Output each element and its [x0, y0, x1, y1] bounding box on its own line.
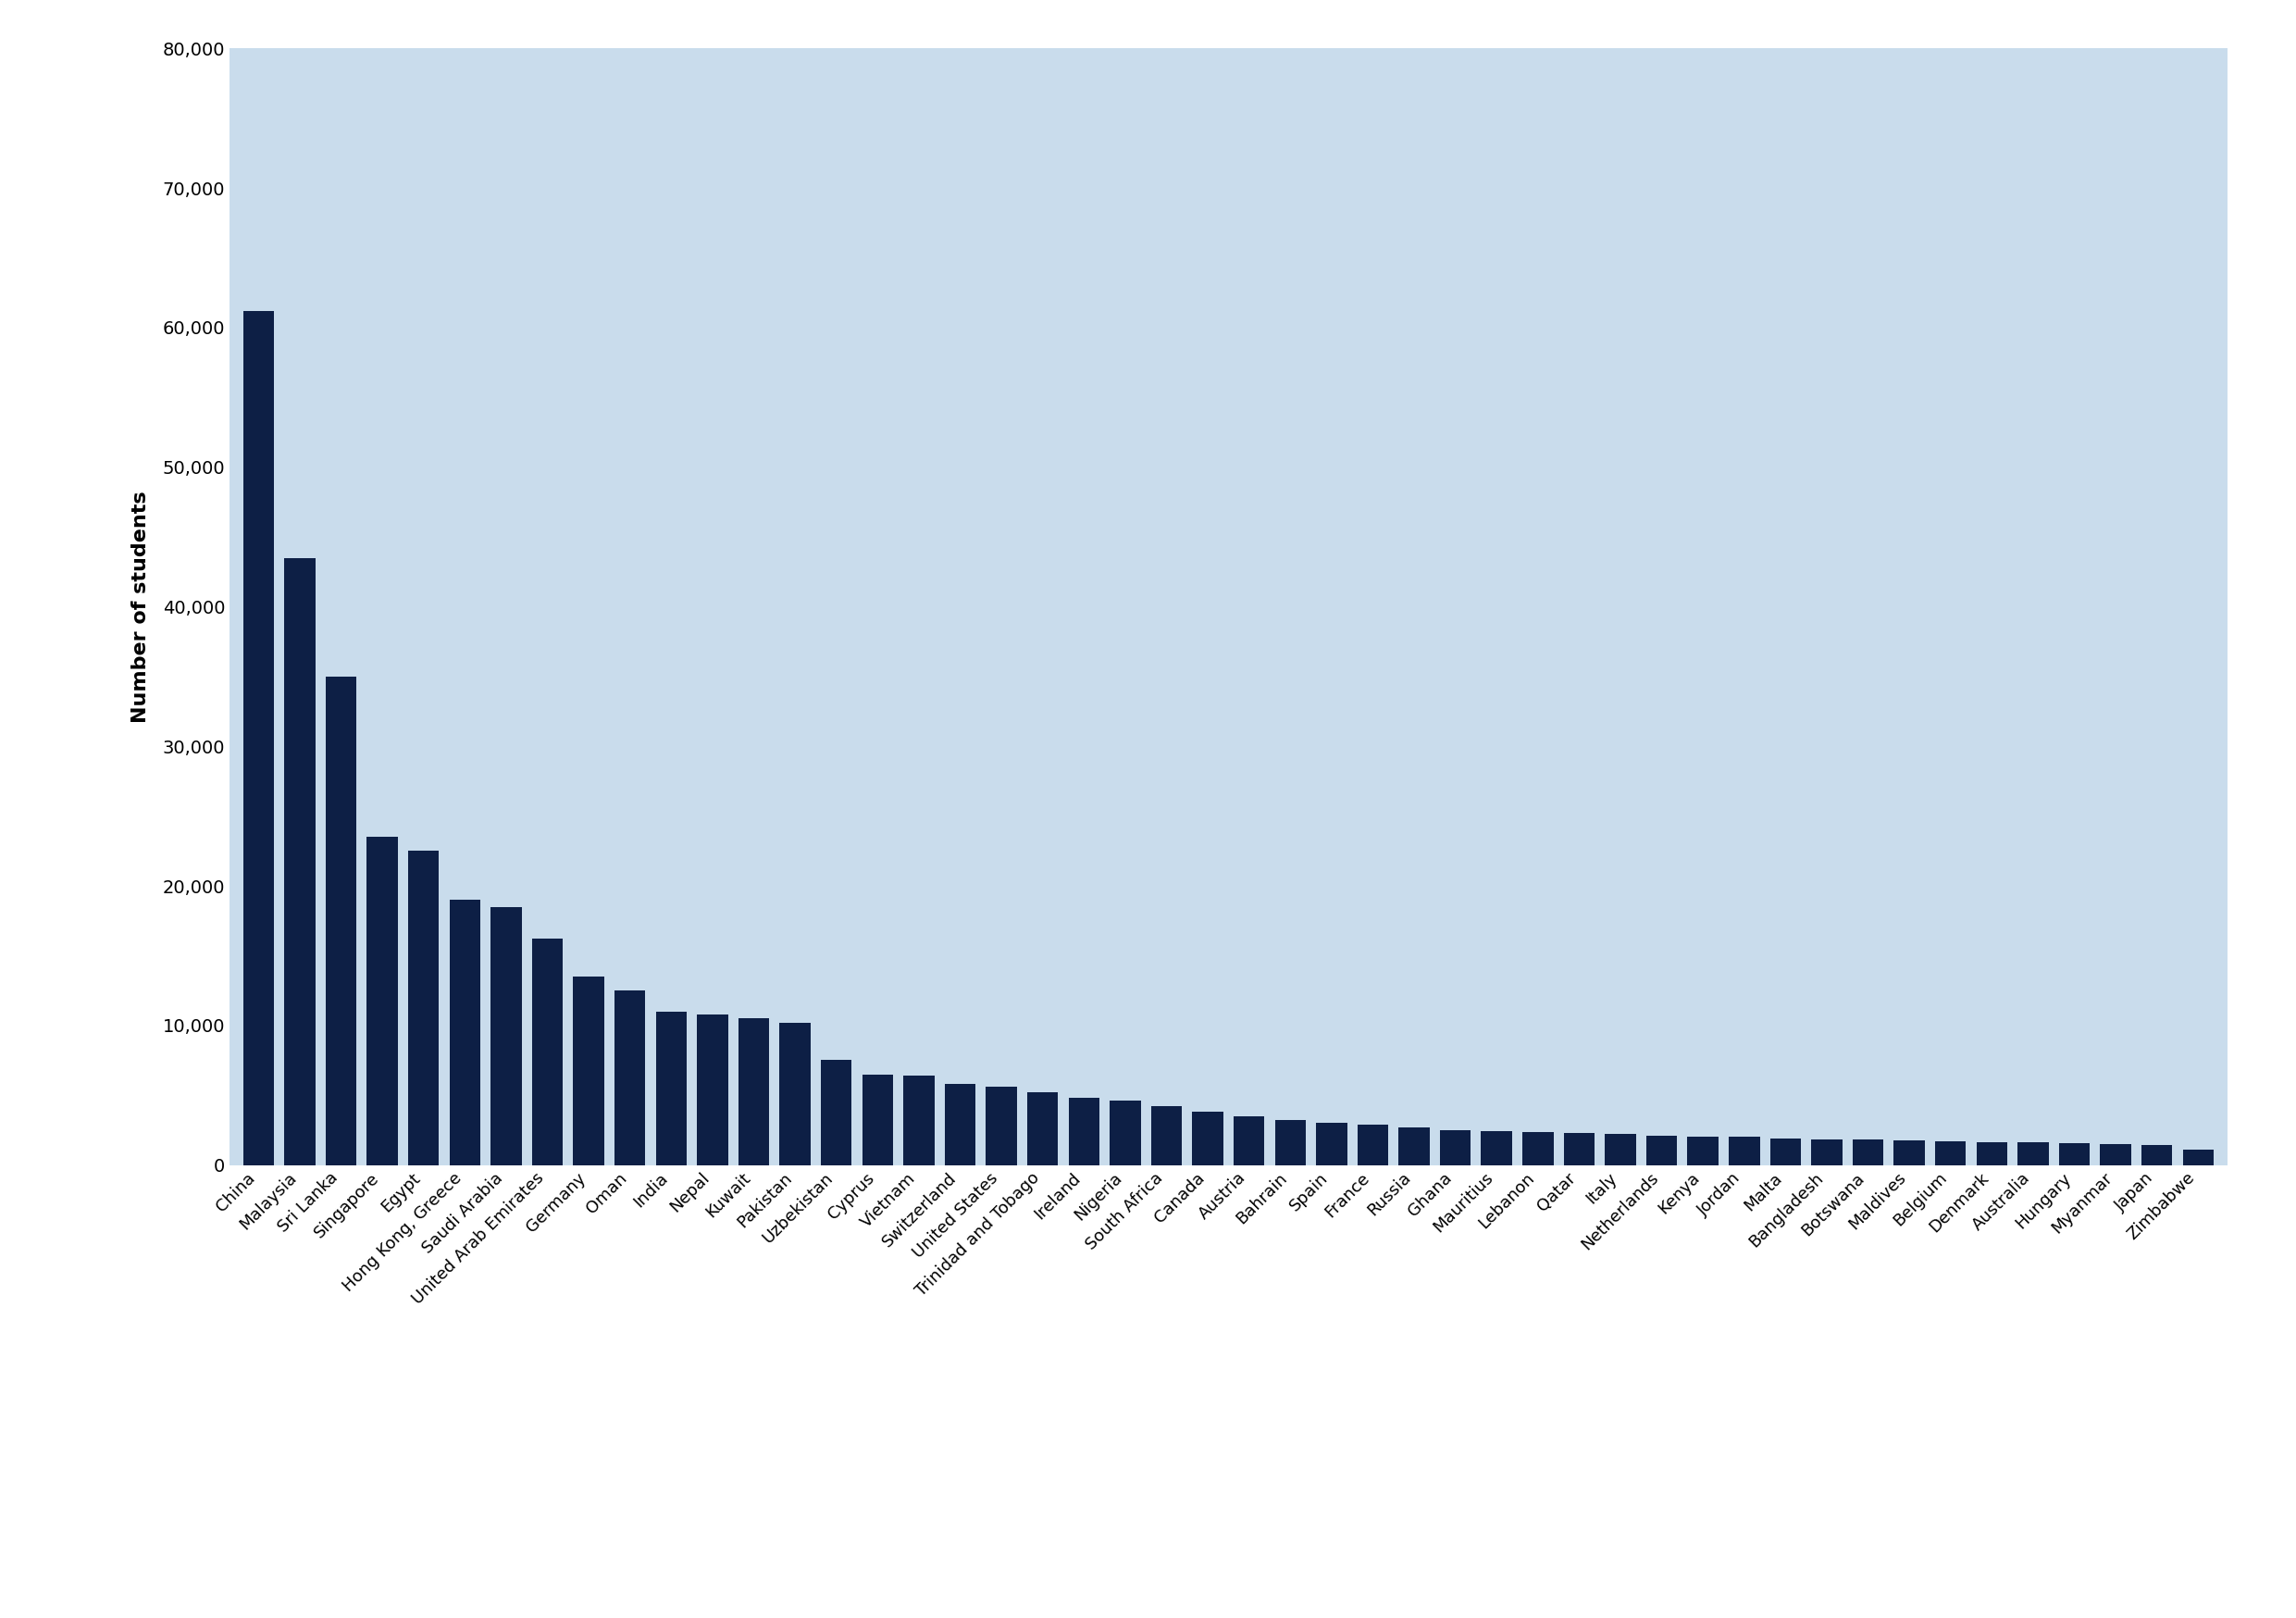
Bar [1316, 1123, 1348, 1165]
Bar [2142, 1144, 2172, 1165]
Bar [1192, 1112, 1224, 1165]
Bar [1853, 1139, 1883, 1165]
Bar [944, 1084, 976, 1165]
Bar [1357, 1125, 1389, 1165]
Bar [2018, 1142, 2048, 1165]
Bar [739, 1018, 769, 1165]
Bar [861, 1074, 893, 1165]
Bar [1936, 1141, 1965, 1165]
Bar [615, 990, 645, 1165]
Bar [326, 676, 356, 1165]
Bar [1150, 1107, 1182, 1165]
Bar [781, 1023, 810, 1165]
Bar [1812, 1139, 1841, 1165]
Bar [1729, 1137, 1759, 1165]
Bar [285, 558, 315, 1165]
Bar [533, 938, 563, 1165]
Bar [1770, 1139, 1800, 1165]
Bar [1398, 1128, 1430, 1165]
Y-axis label: Number of students: Number of students [131, 490, 149, 723]
Bar [2060, 1144, 2089, 1165]
Bar [902, 1076, 934, 1165]
Bar [1564, 1133, 1596, 1165]
Bar [1894, 1141, 1924, 1165]
Bar [243, 311, 273, 1165]
Bar [1646, 1136, 1676, 1165]
Bar [409, 851, 439, 1165]
Bar [1068, 1099, 1100, 1165]
Bar [1605, 1134, 1637, 1165]
Bar [2101, 1144, 2131, 1165]
Bar [985, 1087, 1017, 1165]
Bar [698, 1014, 728, 1165]
Bar [574, 977, 604, 1165]
Bar [1440, 1129, 1472, 1165]
Bar [1274, 1120, 1306, 1165]
Bar [657, 1011, 687, 1165]
Bar [820, 1060, 852, 1165]
Bar [491, 906, 521, 1165]
Bar [450, 900, 480, 1165]
Bar [2183, 1150, 2213, 1165]
Bar [1522, 1133, 1554, 1165]
Bar [1233, 1116, 1265, 1165]
Bar [1109, 1100, 1141, 1165]
Bar [1688, 1136, 1717, 1165]
Bar [1481, 1131, 1513, 1165]
Bar [1977, 1142, 2007, 1165]
Bar [367, 837, 397, 1165]
Bar [1026, 1092, 1058, 1165]
